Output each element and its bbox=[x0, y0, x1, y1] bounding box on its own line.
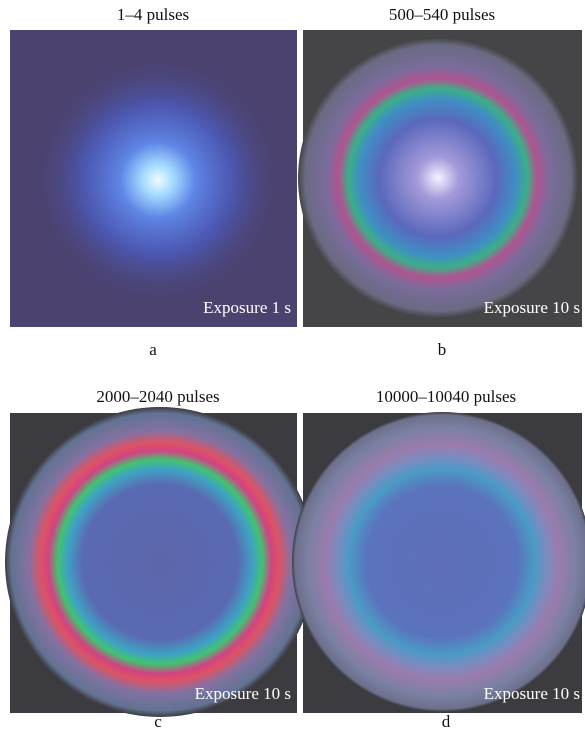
panel-label: d bbox=[442, 712, 451, 731]
exposure: Exposure 10 s bbox=[484, 684, 580, 703]
glow bbox=[298, 38, 578, 318]
panel-a: 1–4 pulses Exposure 1 s a bbox=[10, 5, 297, 359]
panel-title: 1–4 pulses bbox=[117, 5, 189, 24]
panel-label: c bbox=[154, 712, 162, 731]
glow bbox=[292, 412, 585, 712]
panel-d: 10000–10040 pulses Exposure 10 s d bbox=[292, 387, 585, 731]
panel-b: 500–540 pulses Exposure 10 s b bbox=[298, 5, 582, 359]
exposure: Exposure 10 s bbox=[195, 684, 291, 703]
panel-label: a bbox=[149, 340, 157, 359]
panel-c: 2000–2040 pulses Exposure 10 s c bbox=[5, 387, 315, 731]
panel-title: 10000–10040 pulses bbox=[376, 387, 516, 406]
panel-title: 500–540 pulses bbox=[389, 5, 495, 24]
figure: 1–4 pulses Exposure 1 s a 500–540 pulses… bbox=[0, 0, 585, 733]
panel-label: b bbox=[438, 340, 447, 359]
panel-title: 2000–2040 pulses bbox=[96, 387, 219, 406]
exposure: Exposure 1 s bbox=[203, 298, 291, 317]
glow bbox=[33, 55, 283, 305]
exposure: Exposure 10 s bbox=[484, 298, 580, 317]
glow bbox=[5, 407, 315, 717]
